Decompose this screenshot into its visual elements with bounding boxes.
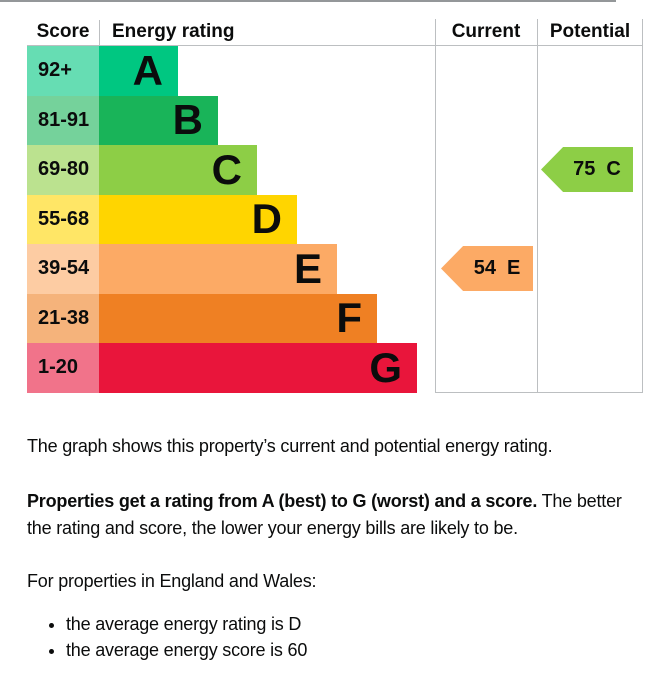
- score-cell: 21-38: [27, 293, 99, 343]
- current-rating-arrow: 54 E: [441, 246, 533, 291]
- rating-letter: C: [211, 145, 242, 193]
- potential-score: 75: [573, 158, 596, 180]
- chart-top-border: [0, 0, 616, 2]
- score-cell: 39-54: [27, 244, 99, 294]
- column-header-energy-rating: Energy rating: [112, 21, 235, 42]
- average-list-item: the average energy rating is D: [66, 611, 639, 637]
- current-score: 54: [473, 257, 496, 279]
- current-rating-label: 54 E: [474, 257, 521, 280]
- band-row: 81-91 B: [27, 95, 417, 145]
- header-separator-line: [99, 20, 100, 45]
- rating-letter: G: [369, 343, 402, 391]
- rating-bar: D: [99, 194, 297, 244]
- explainer-bold: Properties get a rating from A (best) to…: [27, 491, 538, 511]
- energy-rating-chart: Score Energy rating Current Potential 92…: [0, 0, 643, 393]
- current-column-border: [435, 19, 436, 393]
- potential-rating-arrow: 75 C: [541, 147, 633, 192]
- rating-bar: G: [99, 343, 417, 393]
- rating-bar: B: [99, 95, 218, 145]
- score-cell: 1-20: [27, 343, 99, 393]
- score-cell: 69-80: [27, 145, 99, 195]
- region-paragraph: For properties in England and Wales:: [27, 571, 317, 591]
- column-header-potential: Potential: [549, 21, 631, 42]
- averages-list: the average energy rating is Dthe averag…: [49, 611, 639, 663]
- rating-bar: E: [99, 244, 337, 294]
- score-cell: 55-68: [27, 194, 99, 244]
- rating-letter: F: [336, 294, 362, 342]
- band-row: 39-54 E: [27, 244, 417, 294]
- potential-column-border: [537, 19, 538, 393]
- chart-right-border: [642, 19, 643, 393]
- header-underline: [27, 45, 643, 46]
- explainer-paragraph: Properties get a rating from A (best) to…: [27, 488, 641, 542]
- rating-letter: D: [251, 195, 282, 243]
- column-header-current: Current: [451, 21, 521, 42]
- rating-letter: B: [172, 96, 203, 144]
- intro-paragraph: The graph shows this property’s current …: [27, 436, 553, 456]
- explainer-rest: The better the rating and score, the low…: [27, 491, 622, 538]
- rating-bar: F: [99, 293, 377, 343]
- band-row: 55-68 D: [27, 194, 417, 244]
- score-cell: 92+: [27, 46, 99, 96]
- rating-bar: C: [99, 145, 257, 195]
- rating-letter: A: [132, 46, 163, 94]
- band-row: 21-38 F: [27, 293, 417, 343]
- column-header-score: Score: [36, 21, 90, 42]
- score-cell: 81-91: [27, 95, 99, 145]
- potential-letter: C: [606, 158, 621, 180]
- explanatory-text: The graph shows this property’s current …: [0, 415, 668, 663]
- chart-bottom-border: [435, 392, 643, 393]
- rating-bands: 92+ A 81-91 B 69-80 C 55-68 D 39-54 E 21-38 F 1-20 G: [27, 46, 417, 393]
- current-letter: E: [506, 257, 521, 279]
- band-row: 1-20 G: [27, 343, 417, 393]
- potential-rating-label: 75 C: [573, 158, 621, 181]
- band-row: 69-80 C: [27, 145, 417, 195]
- average-list-item: the average energy score is 60: [66, 637, 639, 663]
- band-row: 92+ A: [27, 46, 417, 96]
- rating-bar: A: [99, 46, 178, 96]
- rating-letter: E: [293, 244, 322, 292]
